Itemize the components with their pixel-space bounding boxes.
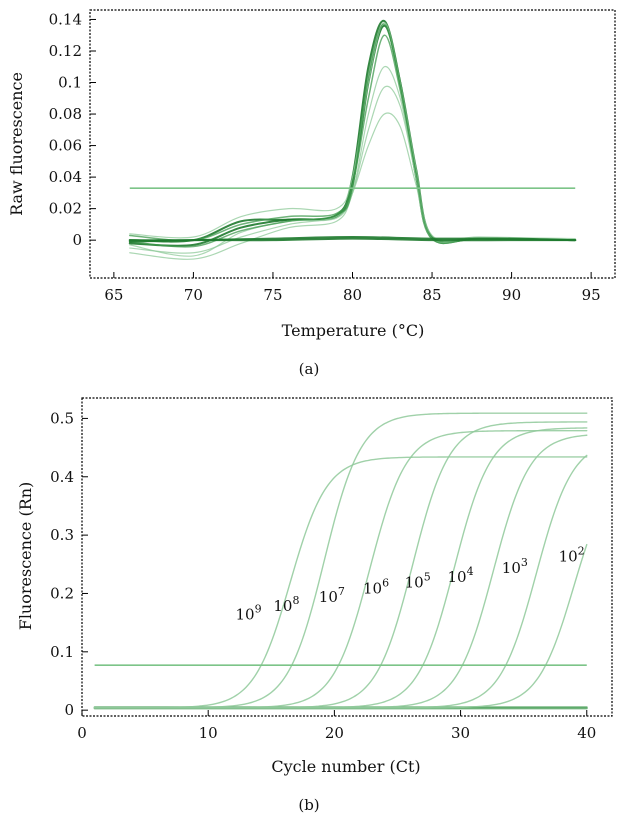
panel-a-curves	[128, 20, 577, 260]
panel-a-ticks: 65 70 75 80 85 90 95 0 0.02 0.04 0.06 0.08 0.1 0.12 0.…	[49, 10, 601, 304]
panel-a-y-tick-label: 0	[72, 231, 82, 249]
dilution-label-9: 109	[236, 603, 262, 624]
amplification-curve-9	[93, 456, 588, 709]
panel-b-x-tick-label: 20	[325, 724, 344, 742]
dilution-label-7: 107	[319, 585, 345, 606]
panel-b-y-tick-label: 0.3	[50, 526, 74, 544]
panel-a-x-tick-label: 65	[104, 286, 123, 304]
panel-b-curves	[93, 412, 588, 710]
panel-a-y-tick-label: 0.06	[49, 137, 82, 155]
panel-b-x-tick-label: 30	[451, 724, 470, 742]
panel-a-label: (a)	[299, 360, 320, 378]
panel-b-dilution-labels: 109 108 107 106 105 104 103 102	[236, 544, 585, 623]
panel-b-x-tick-label: 0	[77, 724, 87, 742]
panel-b-y-tick-label: 0.5	[50, 409, 74, 427]
melt-curve-2	[128, 24, 577, 247]
melt-curve-5	[129, 65, 576, 254]
panel-a-y-tick-label: 0.14	[49, 10, 82, 28]
panel-b-x-tick-label: 40	[577, 724, 596, 742]
amplification-curve-3	[93, 454, 588, 709]
panel-a-x-tick-label: 80	[343, 286, 362, 304]
dilution-label-4: 104	[448, 565, 474, 586]
panel-a-y-tick-label: 0.02	[49, 200, 82, 218]
melt-curve-4	[129, 22, 576, 242]
melt-curve-1	[128, 20, 577, 245]
panel-a-x-tick-label: 85	[422, 286, 441, 304]
melt-curve-8	[129, 23, 576, 248]
panel-b-y-tick-label: 0.2	[50, 584, 74, 602]
panel-a-x-tick-label: 95	[582, 286, 601, 304]
panel-b-y-tick-label: 0.1	[50, 643, 74, 661]
panel-b-y-tick-label: 0.4	[50, 468, 74, 486]
melt-curve-3	[129, 34, 576, 243]
panel-a-y-tick-label: 0.08	[49, 105, 82, 123]
panel-b-ticks: 0 10 20 30 40 0 0.1 0.2 0.3 0.4 0.5	[50, 409, 596, 742]
panel-a-y-axis-label: Raw fluorescence	[7, 72, 26, 216]
dilution-label-3: 103	[502, 556, 528, 577]
amplification-curve-2	[93, 543, 588, 709]
melt-curve-10	[128, 237, 577, 243]
panel-b-x-axis-label: Cycle number (Ct)	[271, 757, 420, 776]
panel-a-x-tick-label: 70	[184, 286, 203, 304]
dilution-label-8: 108	[273, 594, 299, 615]
panel-a-y-tick-label: 0.12	[49, 42, 82, 60]
panel-a-y-tick-label: 0.1	[58, 74, 82, 92]
dilution-label-5: 105	[405, 571, 431, 592]
melt-curve-panel: 65 70 75 80 85 90 95 0 0.02 0.04 0.06 0.08 0.1 0.12 0.…	[7, 9, 616, 378]
panel-a-x-tick-label: 90	[502, 286, 521, 304]
dilution-label-2: 102	[559, 544, 585, 565]
panel-b-y-tick-label: 0	[64, 701, 74, 719]
panel-b-y-axis-label: Fluorescence (Rn)	[16, 482, 35, 631]
dilution-label-6: 106	[363, 576, 389, 597]
panel-a-y-tick-label: 0.04	[49, 168, 82, 186]
panel-a-x-axis-label: Temperature (°C)	[282, 321, 425, 340]
panel-b-x-tick-label: 10	[199, 724, 218, 742]
panel-b-label: (b)	[298, 796, 319, 814]
panel-a-x-tick-label: 75	[263, 286, 282, 304]
panel-b-plot-frame	[81, 397, 613, 717]
